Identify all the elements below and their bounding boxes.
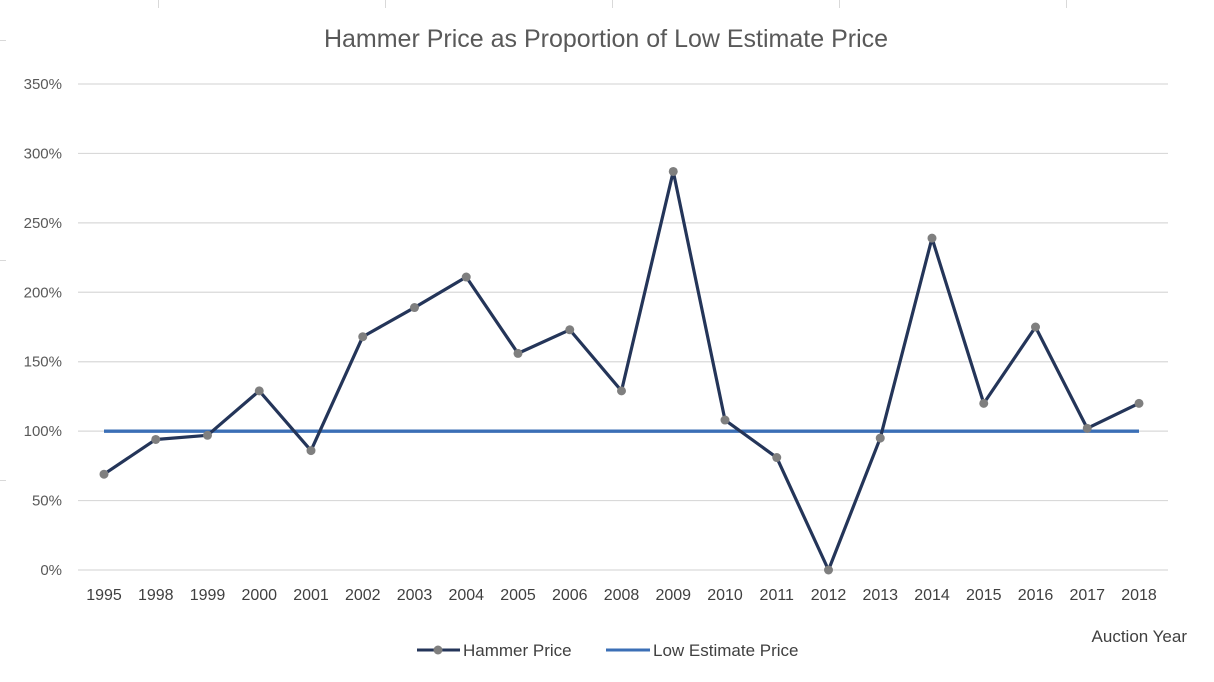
sheet-gridline (0, 480, 6, 481)
y-tick-label: 50% (32, 493, 62, 510)
legend-item-low-estimate-price: Low Estimate Price (606, 641, 799, 660)
data-point-hammer-price (254, 386, 264, 396)
x-tick-label: 2009 (655, 587, 691, 604)
data-point-hammer-price (875, 433, 885, 443)
legend: Hammer Price Low Estimate Price (417, 641, 799, 660)
sheet-gridline (612, 0, 613, 8)
data-point-hammer-price (151, 434, 161, 444)
data-point-hammer-price (410, 303, 419, 313)
data-point-hammer-price (617, 386, 626, 396)
series-layer (99, 166, 1144, 575)
x-tick-label: 2004 (448, 587, 484, 604)
data-point-hammer-price (979, 398, 989, 408)
y-tick-label: 150% (24, 354, 62, 371)
y-tick-label: 0% (40, 562, 62, 579)
legend-item-hammer-price: Hammer Price (417, 641, 572, 660)
sheet-gridline (158, 0, 159, 8)
data-point-hammer-price (306, 446, 316, 456)
x-tick-label: 2017 (1069, 587, 1105, 604)
data-point-hammer-price (927, 233, 937, 243)
x-tick-label: 2014 (914, 587, 950, 604)
x-tick-label: 2005 (500, 587, 536, 604)
legend-label-hammer-price: Hammer Price (463, 641, 572, 660)
x-tick-label: 2013 (862, 587, 898, 604)
gridlines (78, 83, 1168, 571)
x-tick-label: 2006 (552, 587, 588, 604)
x-tick-label: 2001 (293, 587, 329, 604)
x-tick-label: 2011 (760, 587, 795, 604)
sheet-gridline (839, 0, 840, 8)
x-tick-label: 2012 (811, 587, 847, 604)
data-point-hammer-price (668, 166, 678, 176)
x-axis-title: Auction Year (1092, 627, 1188, 646)
legend-label-low-estimate-price: Low Estimate Price (653, 641, 799, 660)
data-point-hammer-price (1082, 423, 1092, 433)
data-point-hammer-price (720, 415, 730, 425)
y-tick-label: 200% (24, 284, 62, 301)
y-tick-label: 350% (24, 76, 62, 93)
y-tick-label: 100% (24, 423, 62, 440)
y-axis-ticks: 0% 50% 100% 150% 200% 250% 300% 350% (24, 76, 62, 579)
x-tick-label: 2018 (1121, 587, 1157, 604)
data-point-hammer-price (203, 430, 212, 440)
data-point-hammer-price (461, 272, 471, 282)
data-point-hammer-price (565, 325, 575, 335)
x-tick-label: 1999 (190, 587, 226, 604)
x-tick-label: 2016 (1018, 587, 1054, 604)
data-point-hammer-price (513, 348, 523, 358)
sheet-gridline (0, 40, 6, 41)
x-tick-label: 2000 (241, 587, 277, 604)
x-tick-label: 1995 (86, 587, 122, 604)
data-point-hammer-price (1031, 322, 1040, 332)
x-axis-ticks: 1995 1998 1999 2000 2001 2002 2003 2004 2005 2006… (86, 587, 1157, 604)
x-tick-label: 2015 (966, 587, 1002, 604)
data-point-hammer-price (358, 332, 368, 342)
y-tick-label: 250% (24, 215, 62, 232)
data-point-hammer-price (824, 565, 833, 575)
series-line-hammer-price (103, 169, 1140, 572)
x-tick-label: 2003 (397, 587, 433, 604)
data-point-hammer-price (772, 453, 782, 463)
sheet-gridline (1066, 0, 1067, 8)
data-point-hammer-price (99, 469, 109, 479)
sheet-gridline (385, 0, 386, 8)
y-tick-label: 300% (24, 145, 62, 162)
legend-marker-hammer-price (433, 645, 443, 655)
x-tick-label: 1998 (138, 587, 174, 604)
chart-title: Hammer Price as Proportion of Low Estima… (324, 25, 888, 53)
data-point-hammer-price (1134, 398, 1144, 408)
x-tick-label: 2008 (604, 587, 640, 604)
x-tick-label: 2010 (707, 587, 743, 604)
sheet-gridline (0, 260, 6, 261)
x-tick-label: 2002 (345, 587, 381, 604)
